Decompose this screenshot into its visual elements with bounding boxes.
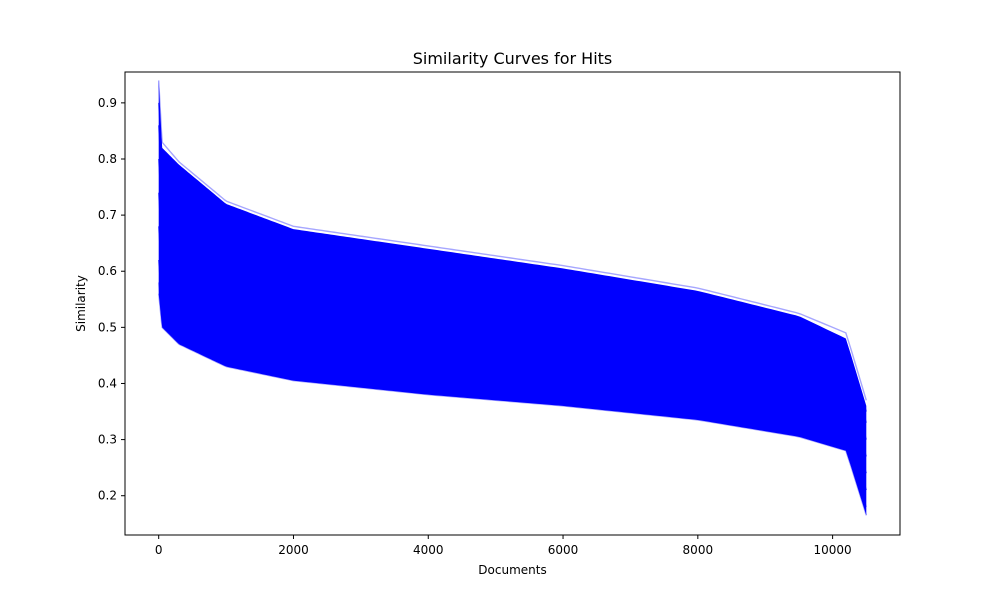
y-tick-label: 0.9 [98,96,117,110]
x-axis-label: Documents [478,563,546,577]
x-tick-label: 8000 [683,543,714,557]
series-line-curve-6 [158,226,867,474]
y-tick-label: 0.2 [98,489,117,503]
x-axis: 0 2000 4000 6000 8000 10000 [155,535,852,557]
series-line-curve-9 [158,293,867,516]
x-tick-label: 2000 [278,543,309,557]
series-line-curve-7 [158,259,867,491]
plot-frame [124,71,901,536]
series-line-curve-8 [158,282,867,508]
series-line-curve-4 [158,158,867,440]
series-line-curve-1 [158,80,867,401]
series-line-curve-2 [158,102,867,412]
y-tick-label: 0.4 [98,376,117,390]
x-tick-label: 10000 [814,543,852,557]
y-tick-label: 0.6 [98,264,117,278]
series-layer [158,80,867,516]
x-tick-label: 6000 [548,543,579,557]
y-tick-label: 0.8 [98,152,117,166]
y-axis: 0.2 0.3 0.4 0.5 0.6 0.7 0.8 0.9 [98,96,125,503]
y-tick-label: 0.7 [98,208,117,222]
x-tick-label: 0 [155,543,163,557]
y-axis-label: Similarity [74,275,88,332]
chart-title: Similarity Curves for Hits [413,49,613,68]
y-tick-label: 0.3 [98,433,117,447]
y-tick-label: 0.5 [98,320,117,334]
series-line-curve-3 [158,125,867,423]
x-tick-label: 4000 [413,543,444,557]
plot-area [158,80,867,516]
series-line-curve-5 [158,192,867,457]
